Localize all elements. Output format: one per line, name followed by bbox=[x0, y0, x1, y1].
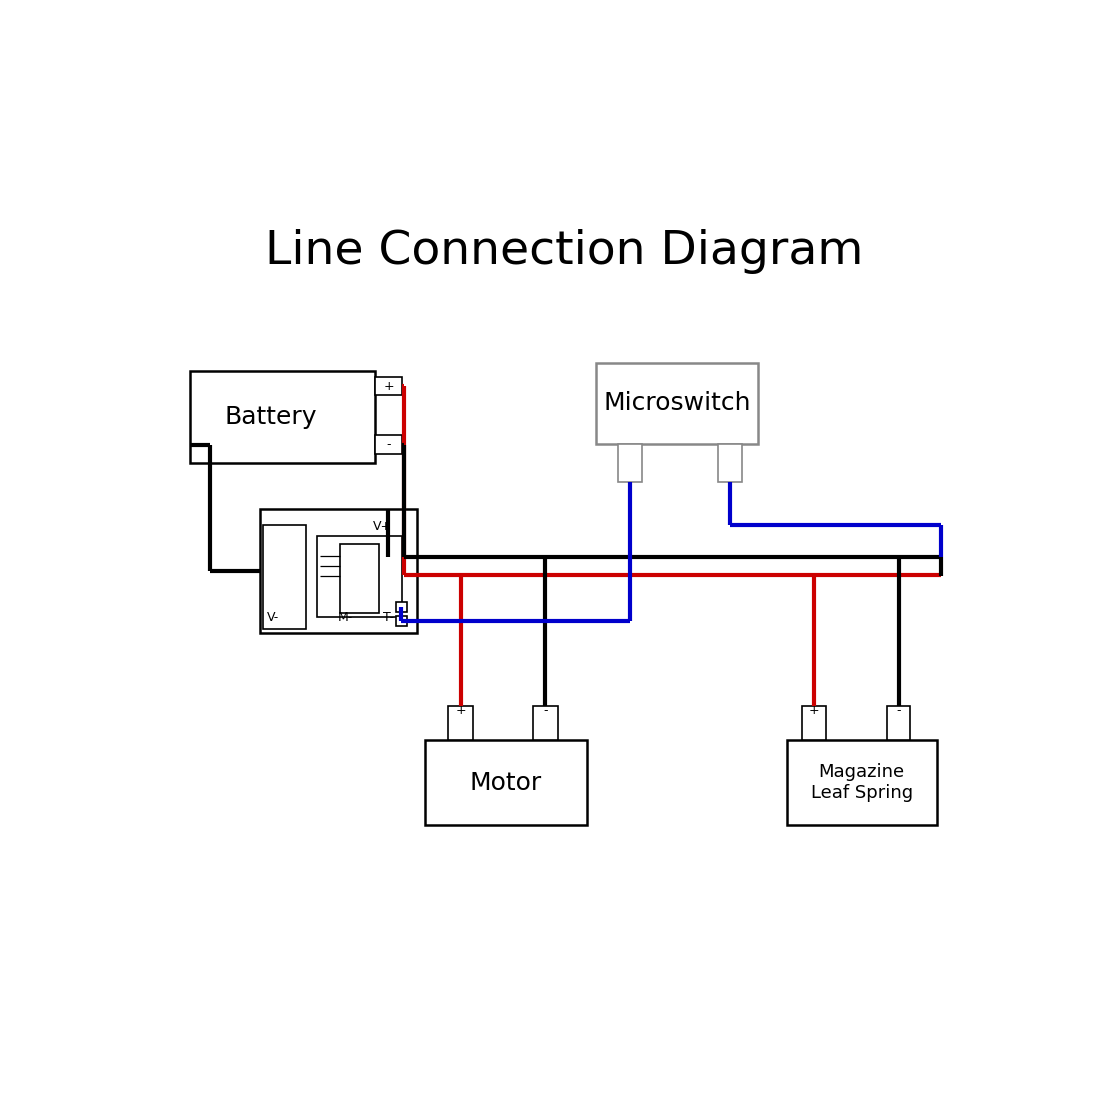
Bar bbox=[264, 525, 306, 628]
Text: Microswitch: Microswitch bbox=[603, 390, 750, 415]
Bar bbox=[788, 740, 937, 825]
Bar bbox=[260, 509, 418, 632]
Text: V-: V- bbox=[267, 610, 279, 624]
Text: M-: M- bbox=[338, 610, 353, 624]
Bar bbox=[396, 602, 407, 613]
Text: +: + bbox=[808, 704, 820, 717]
Bar bbox=[341, 544, 378, 614]
Bar bbox=[190, 371, 375, 463]
Text: -: - bbox=[543, 704, 548, 717]
Bar bbox=[449, 706, 473, 740]
Text: -: - bbox=[896, 704, 901, 717]
Text: +: + bbox=[383, 379, 394, 393]
Bar bbox=[375, 436, 403, 454]
Text: -: - bbox=[386, 438, 390, 451]
Text: Battery: Battery bbox=[224, 405, 318, 429]
Bar bbox=[396, 616, 407, 626]
Text: V+: V+ bbox=[373, 519, 393, 532]
Bar bbox=[803, 706, 825, 740]
Bar bbox=[618, 443, 642, 482]
Text: Line Connection Diagram: Line Connection Diagram bbox=[265, 229, 862, 274]
Bar bbox=[596, 363, 758, 443]
Bar bbox=[534, 706, 558, 740]
Text: Motor: Motor bbox=[470, 771, 542, 794]
Bar bbox=[887, 706, 910, 740]
Text: T-: T- bbox=[383, 610, 394, 624]
Text: +: + bbox=[455, 704, 466, 717]
Bar bbox=[375, 377, 403, 395]
Bar bbox=[318, 537, 403, 617]
Bar bbox=[717, 443, 743, 482]
Text: Magazine
Leaf Spring: Magazine Leaf Spring bbox=[811, 763, 913, 802]
Bar bbox=[425, 740, 587, 825]
